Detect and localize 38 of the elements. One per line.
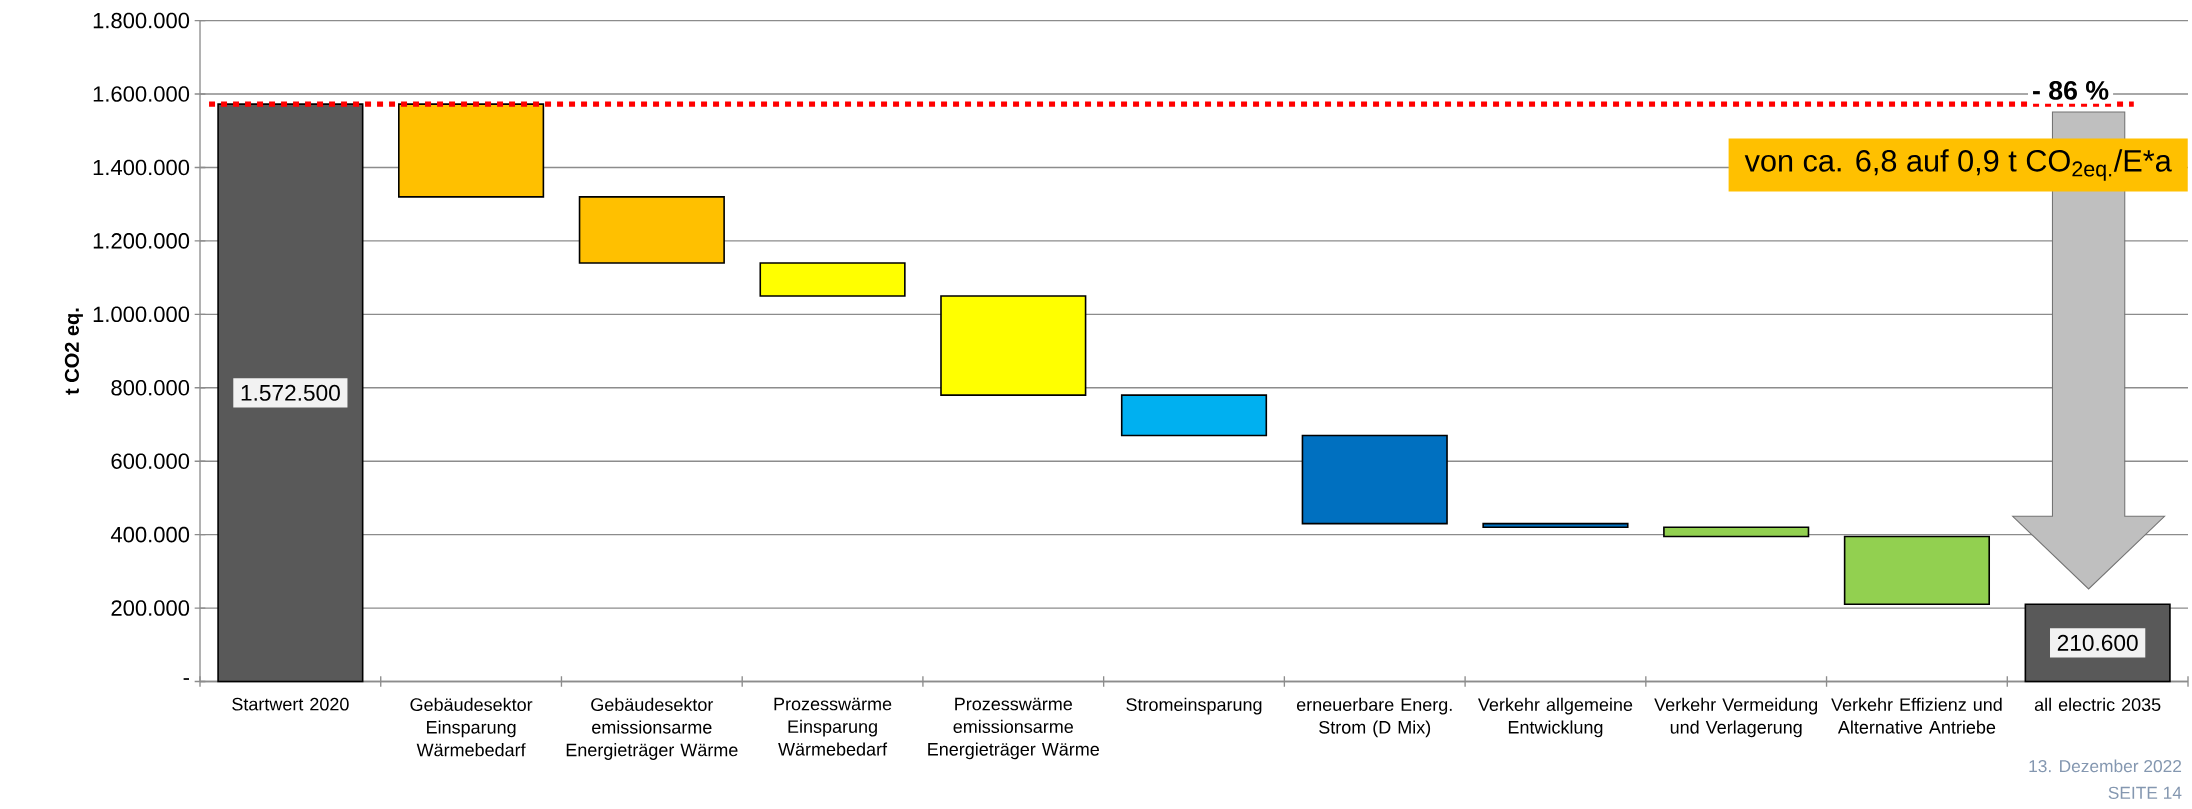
x-tick-label: Verkehr Effizienz und Alternative Antriebe	[1831, 697, 2002, 734]
bar	[1120, 394, 1268, 437]
bar	[940, 295, 1087, 396]
data-label: 1.572.500	[241, 384, 340, 401]
x-tick-label: erneuerbare Energ. Strom (D Mix)	[1296, 697, 1452, 738]
text: 13. Dezember 2022	[2029, 759, 2182, 773]
bar	[1482, 522, 1629, 529]
bar	[217, 103, 364, 683]
x-tick-label: Prozesswärme emissionsarme Energieträger Wärme	[928, 697, 1099, 760]
bar	[398, 103, 545, 198]
text: SEITE 14	[2108, 786, 2182, 799]
bar	[759, 262, 906, 297]
y-tick-label: 1.000.000	[93, 306, 190, 323]
x-tick-label: Verkehr allgemeine Entwicklung	[1478, 697, 1633, 738]
x-tick-label: all electric 2035	[2034, 697, 2161, 711]
annotation: von ca. 6,8 auf 0,9 t CO$_{2eq.}$/E*a	[1744, 149, 2172, 181]
bar	[578, 196, 725, 264]
y-tick-label: 1.800.000	[93, 12, 190, 29]
y-tick-label: -	[183, 678, 189, 680]
annotation: - 86 %	[2033, 80, 2109, 100]
y-tick-label: 600.000	[111, 453, 190, 469]
y-axis-title: t CO2 eq.	[64, 308, 83, 395]
y-tick-label: 200.000	[111, 600, 190, 616]
bar	[1301, 434, 1448, 525]
x-tick-label: Stromeinsparung	[1126, 697, 1262, 715]
x-tick-label: Prozesswärme Einsparung Wärmebedarf	[774, 697, 892, 756]
x-tick-label: Gebäudesektor Einsparung Wärmebedarf	[410, 697, 533, 757]
y-tick-label: 800.000	[111, 379, 190, 396]
y-tick-label: 400.000	[110, 526, 190, 543]
x-tick-label: Verkehr Vermeidung und Verlagerung	[1654, 697, 1818, 738]
y-tick-label: 1.600.000	[93, 86, 190, 102]
y-tick-label: 1.400.000	[93, 159, 190, 176]
y-tick-label: 1.200.000	[93, 233, 190, 249]
x-tick-label: Startwert 2020	[232, 697, 349, 711]
bar	[1663, 526, 1810, 538]
data-label: 210.600	[2057, 634, 2138, 651]
x-tick-label: Gebäudesektor emissionsarme Energieträger Wärme	[566, 697, 738, 760]
bar	[1843, 535, 1991, 605]
